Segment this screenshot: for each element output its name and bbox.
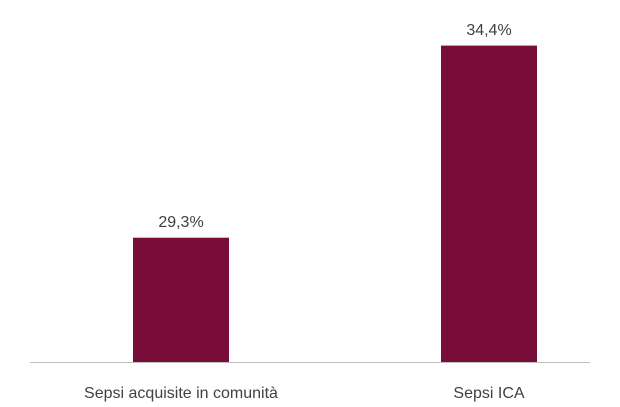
bar [133,237,229,362]
bar [441,45,537,362]
x-tick-label: Sepsi ICA [453,385,524,402]
value-label: 34,4% [466,22,511,39]
x-tick-label: Sepsi acquisite in comunità [84,385,278,402]
value-label: 29,3% [158,214,203,231]
